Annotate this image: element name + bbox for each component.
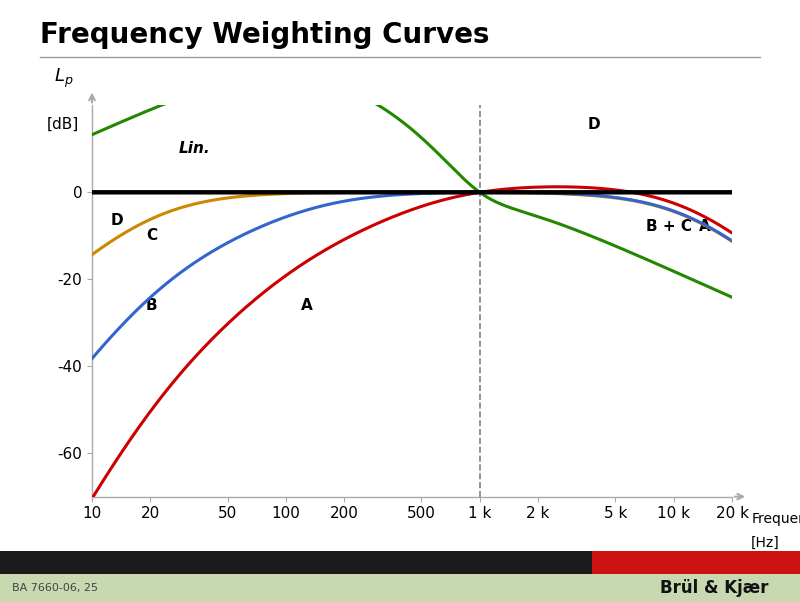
Text: D: D [588, 117, 600, 132]
Text: Frequency: Frequency [751, 512, 800, 526]
Text: [Hz]: [Hz] [751, 536, 780, 550]
Text: A: A [699, 220, 710, 234]
Text: Frequency Weighting Curves: Frequency Weighting Curves [40, 21, 490, 49]
Text: C: C [146, 228, 157, 243]
Bar [0, 551, 800, 574]
Text: Lin.: Lin. [178, 141, 210, 156]
Text: B + C: B + C [646, 220, 692, 234]
Text: A: A [302, 298, 313, 312]
Text: D: D [110, 213, 123, 228]
Text: B: B [146, 298, 158, 312]
Text: [dB]: [dB] [47, 117, 79, 132]
Text: Brül & Kjær: Brül & Kjær [659, 579, 768, 597]
Text: BA 7660-06, 25: BA 7660-06, 25 [12, 583, 98, 593]
Text: $L_p$: $L_p$ [54, 66, 73, 90]
Bar [592, 551, 800, 574]
Bar [0, 574, 800, 602]
